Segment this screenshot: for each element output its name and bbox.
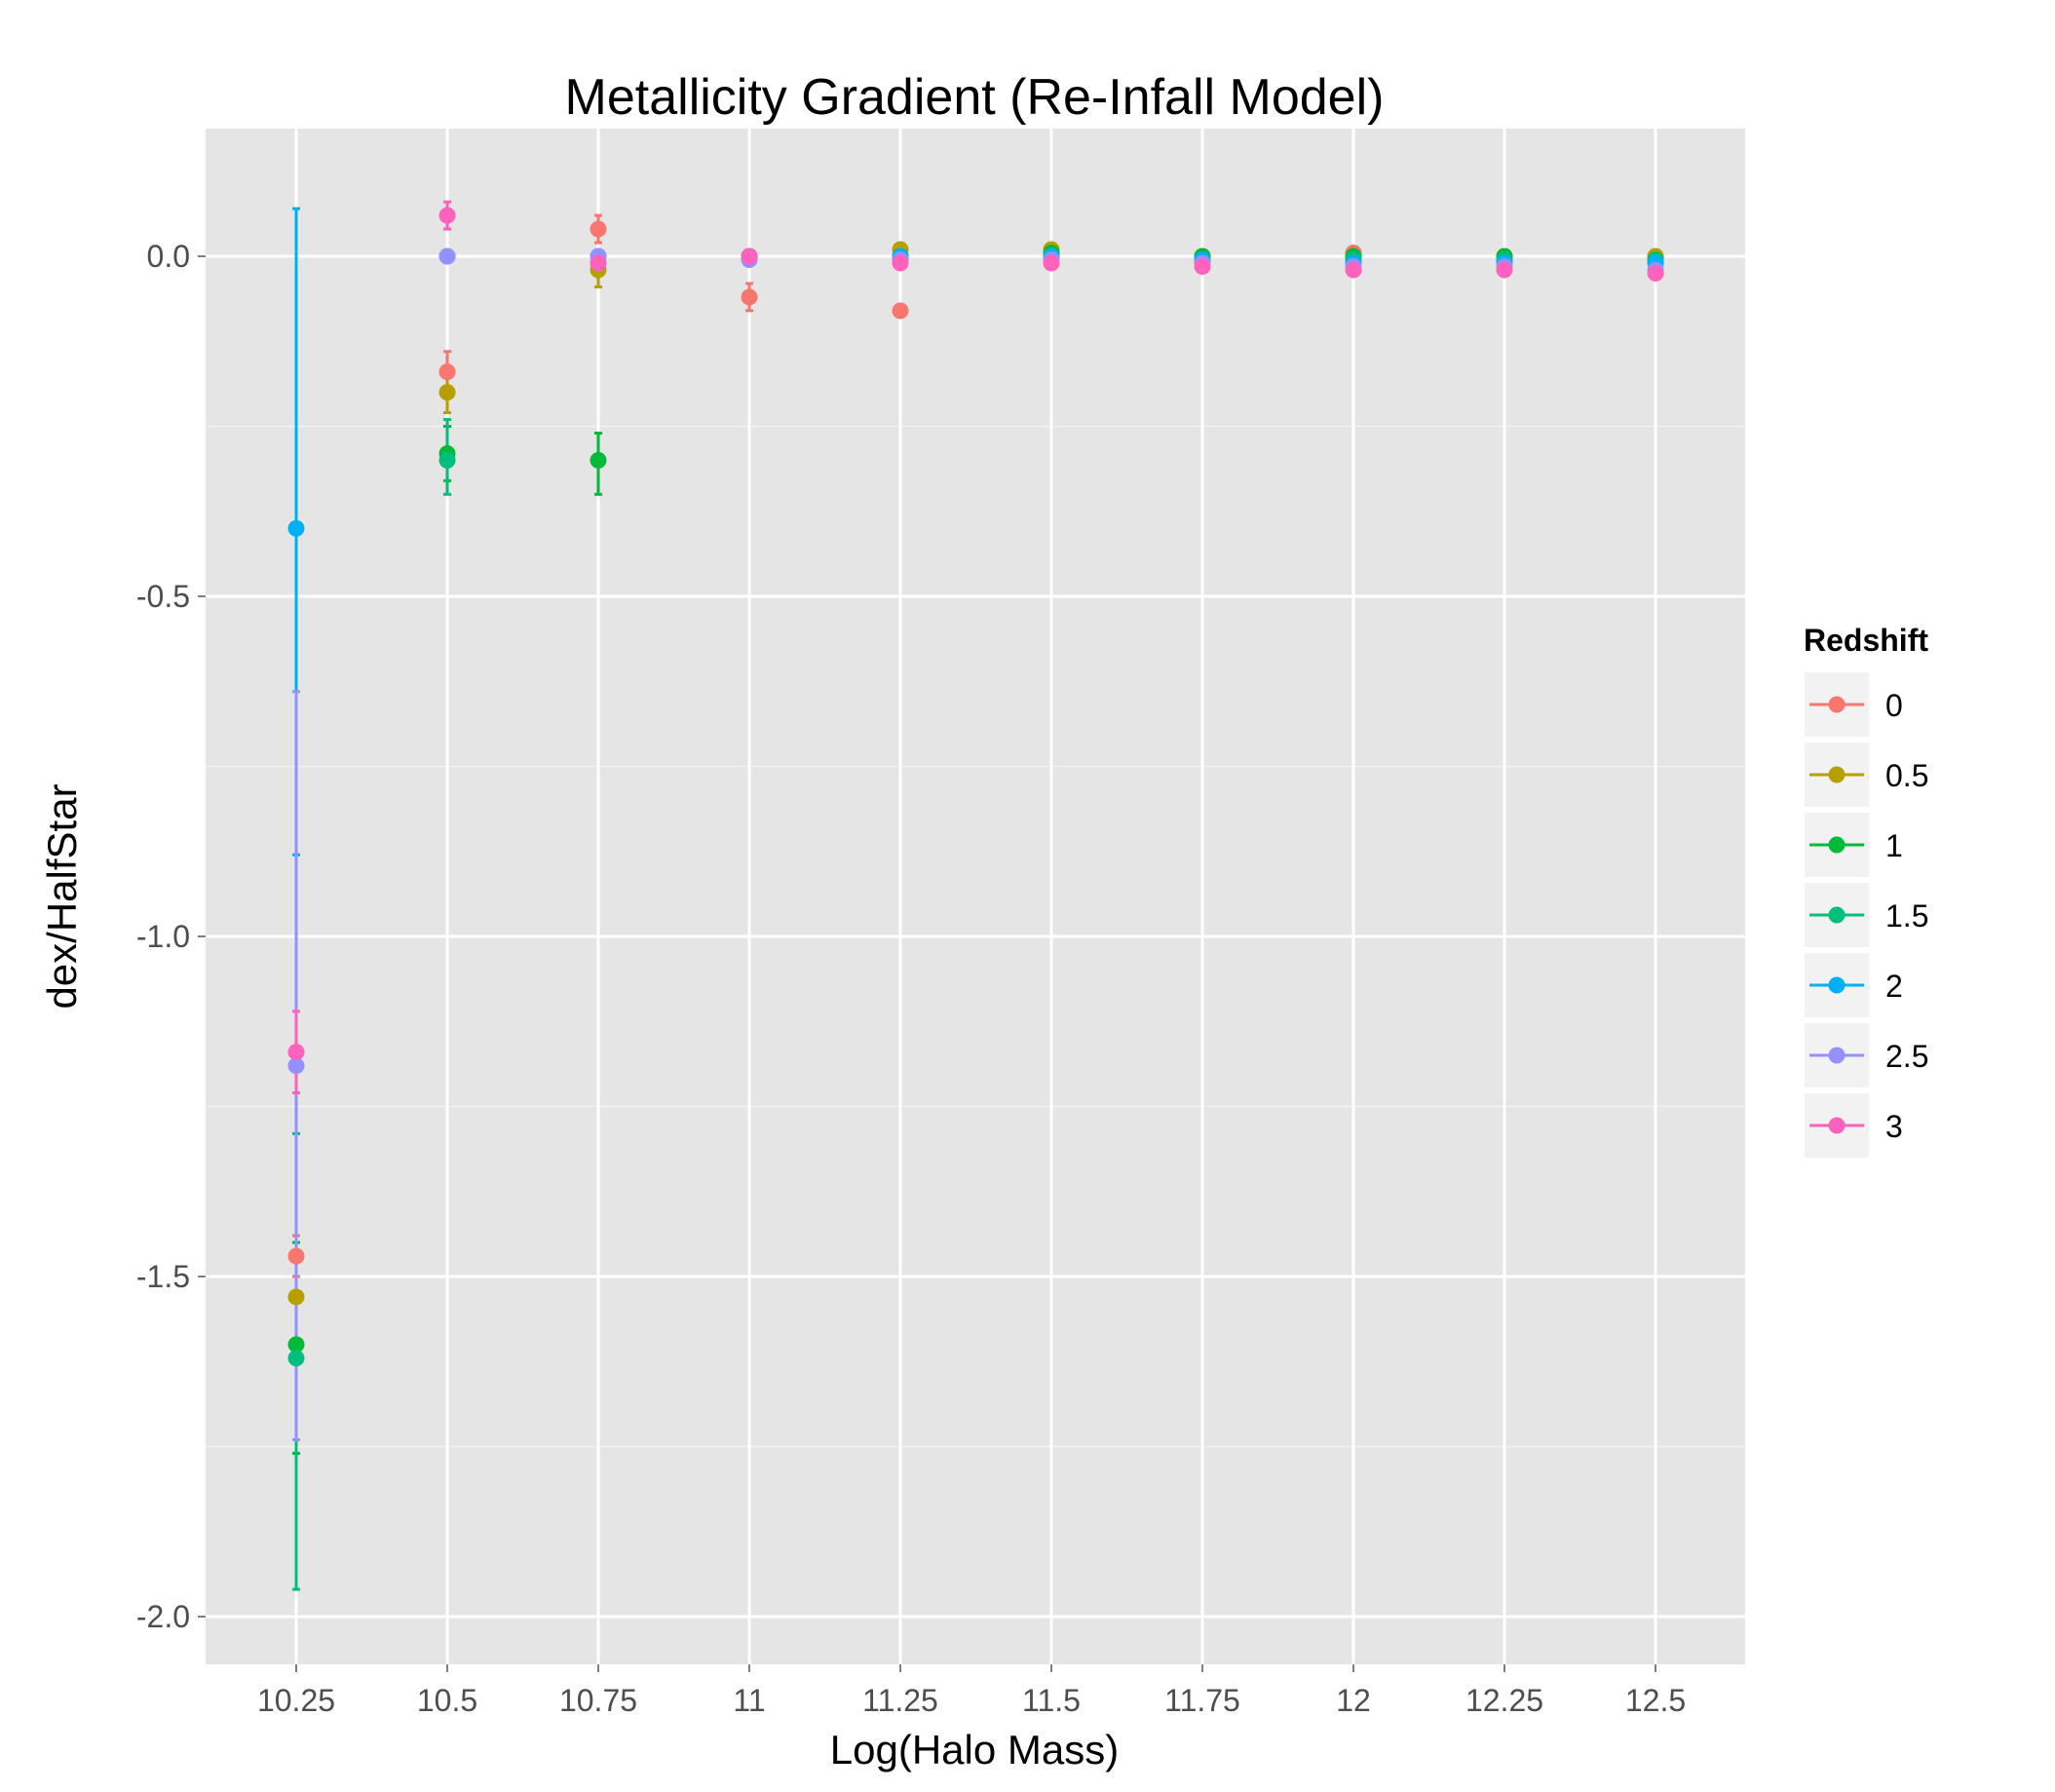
plot-panel — [206, 129, 1745, 1664]
legend-marker — [1828, 976, 1846, 994]
data-point — [590, 220, 607, 238]
y-tick-label: -2.0 — [136, 1599, 190, 1634]
data-point — [1345, 261, 1362, 279]
y-tick-label: -0.5 — [136, 579, 190, 614]
legend-item: 2 — [1803, 951, 1903, 1019]
data-points — [287, 207, 1664, 1367]
legend-label: 1 — [1885, 828, 1903, 863]
data-point — [1043, 254, 1060, 272]
x-axis-title: Log(Halo Mass) — [830, 1727, 1119, 1773]
legend-label: 1.5 — [1885, 898, 1928, 934]
legend-label: 0.5 — [1885, 758, 1928, 793]
data-point — [590, 254, 607, 272]
x-tick-label: 11.25 — [862, 1683, 938, 1718]
legend-marker — [1828, 696, 1846, 713]
data-point — [438, 451, 456, 469]
data-point — [438, 248, 456, 265]
legend-marker — [1828, 1117, 1846, 1134]
data-point — [287, 1247, 305, 1265]
data-point — [892, 254, 909, 272]
data-point — [287, 1336, 305, 1354]
chart-title: Metallicity Gradient (Re-Infall Model) — [565, 69, 1385, 126]
x-axis-ticks: 10.25 10.5 10.75 11 11.25 11.5 11.75 12 12.25 12.… — [257, 1664, 1686, 1718]
x-tick-label: 11 — [733, 1683, 765, 1718]
data-point — [287, 1288, 305, 1306]
y-tick-label: -1.0 — [136, 919, 190, 954]
grid-minor — [206, 425, 1745, 1448]
data-point — [287, 519, 305, 537]
data-point — [590, 451, 607, 469]
legend-item: 0.5 — [1803, 741, 1928, 809]
data-point — [741, 288, 758, 306]
data-point — [287, 1057, 305, 1075]
legend-marker — [1828, 1047, 1846, 1064]
x-tick-label: 12 — [1336, 1683, 1371, 1718]
legend: Redshift 0 0.5 1 1.5 2 2.5 3 — [1803, 623, 1928, 1160]
x-tick-label: 11.5 — [1022, 1683, 1081, 1718]
y-tick-label: 0.0 — [147, 239, 190, 274]
data-point — [287, 1044, 305, 1061]
y-axis-ticks: -2.0 -1.5 -1.0 -0.5 0.0 — [136, 239, 206, 1634]
legend-item: 1 — [1803, 811, 1903, 879]
legend-item: 3 — [1803, 1091, 1903, 1160]
data-point — [892, 302, 909, 320]
legend-item: 2.5 — [1803, 1021, 1928, 1089]
data-point — [438, 384, 456, 401]
legend-item: 1.5 — [1803, 881, 1928, 949]
legend-item: 0 — [1803, 670, 1903, 739]
data-point — [287, 1350, 305, 1367]
data-point — [1647, 264, 1664, 282]
legend-label: 3 — [1885, 1109, 1903, 1144]
legend-label: 2.5 — [1885, 1039, 1928, 1074]
x-tick-label: 10.75 — [559, 1683, 637, 1718]
data-point — [741, 248, 758, 265]
data-point — [438, 207, 456, 224]
legend-marker — [1828, 766, 1846, 783]
legend-label: 2 — [1885, 969, 1903, 1004]
y-axis-title: dex/HalfStar — [39, 783, 85, 1009]
legend-title: Redshift — [1804, 623, 1928, 658]
data-point — [1194, 257, 1211, 275]
legend-marker — [1828, 906, 1846, 924]
data-point — [1496, 261, 1513, 279]
legend-label: 0 — [1885, 688, 1903, 723]
x-tick-label: 12.5 — [1625, 1683, 1686, 1718]
x-tick-label: 12.25 — [1465, 1683, 1543, 1718]
x-tick-label: 11.75 — [1164, 1683, 1240, 1718]
legend-marker — [1828, 836, 1846, 854]
x-tick-label: 10.25 — [257, 1683, 335, 1718]
x-tick-label: 10.5 — [417, 1683, 477, 1718]
y-tick-label: -1.5 — [136, 1259, 190, 1294]
data-point — [438, 363, 456, 381]
